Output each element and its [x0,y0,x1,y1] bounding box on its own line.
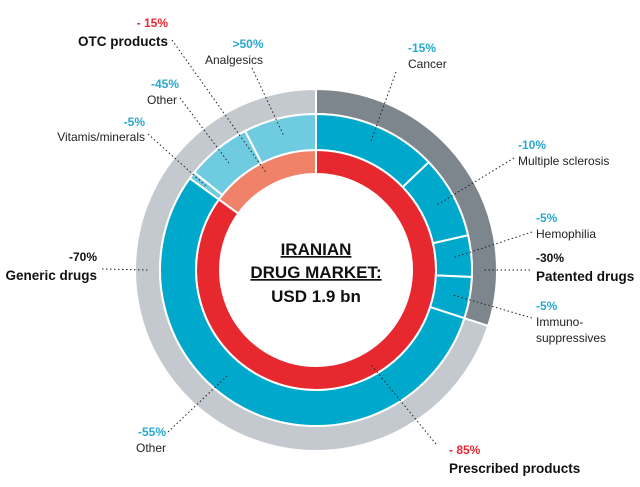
immunosuppressives-label-line-1: Immuno- [536,315,583,329]
cancer-leader [369,71,397,144]
segment-arc-7 [243,112,317,165]
generic-other-pct: -55% [138,425,166,439]
vitamins-minerals-leader [147,133,207,187]
analgesics-leader [251,67,285,137]
hemophilia-label: Hemophilia [536,227,596,241]
center-title-line-2: DRUG MARKET: [250,263,381,282]
segment-arc-2 [431,234,473,279]
prescribed-products-leader [369,363,437,445]
otc-products-leader [171,39,268,175]
generic-other-leader [167,375,228,433]
cancer-pct: -15% [408,41,436,55]
patented-drugs-label: Patented drugs [536,269,634,284]
center-value: USD 1.9 bn [271,287,361,306]
center-title-line-1: IRANIAN [281,240,352,259]
immunosuppressives-label-line-2: suppressives [536,331,606,345]
generic-drugs-label: Generic drugs [5,268,97,283]
hemophilia-leader [453,231,533,259]
otc-other-pct: -45% [151,77,179,91]
patented-drugs-pct: -30% [536,251,564,265]
otc-products-pct: - 15% [137,16,169,30]
multiple-sclerosis-label: Multiple sclerosis [518,154,609,168]
analgesics-pct: >50% [232,37,263,51]
generic-drugs-pct: -70% [69,250,97,264]
multiple-sclerosis-pct: -10% [518,138,546,152]
multiple-sclerosis-leader [437,157,515,206]
cancer-label: Cancer [408,57,447,71]
hemophilia-pct: -5% [536,211,558,225]
immunosuppressives-pct: -5% [536,299,558,313]
otc-other-leader [179,97,230,164]
analgesics-label: Analgesics [205,53,263,67]
vitamins-minerals-pct: -5% [124,115,146,129]
generic-other-label: Other [136,441,166,455]
otc-other-label: Other [147,93,177,107]
segment-arc-4 [159,176,466,427]
prescribed-products-label: Prescribed products [449,461,580,476]
prescribed-products-pct: - 85% [449,443,481,457]
otc-products-label: OTC products [78,34,168,49]
vitamins-minerals-label: Vitamis/minerals [57,130,145,144]
immunosuppressives-label: Immuno- suppressives [536,315,606,345]
